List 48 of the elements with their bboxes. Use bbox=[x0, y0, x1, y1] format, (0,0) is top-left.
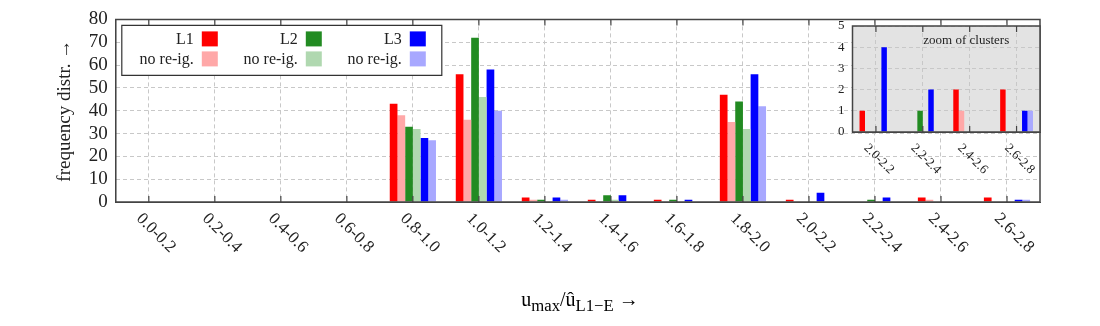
y-axis-title: frequency distr. → bbox=[53, 39, 75, 182]
bar bbox=[463, 119, 472, 202]
bar bbox=[758, 106, 767, 202]
y-tick-label: 3 bbox=[838, 59, 845, 75]
y-tick-label: 60 bbox=[88, 53, 108, 75]
bar bbox=[735, 101, 743, 202]
y-tick-label: 0 bbox=[838, 123, 845, 139]
y-tick-label: 4 bbox=[838, 38, 845, 54]
text: zoom of clusters bbox=[923, 31, 1010, 47]
legend-label: no re-ig. bbox=[347, 49, 402, 68]
y-tick-label: 70 bbox=[88, 30, 108, 52]
y-tick-label: 30 bbox=[88, 121, 108, 143]
bar bbox=[428, 140, 436, 202]
y-tick-label: 0 bbox=[98, 189, 108, 211]
y-tick-label: 40 bbox=[88, 98, 108, 120]
bar bbox=[486, 69, 495, 202]
bar bbox=[478, 97, 487, 202]
bar bbox=[727, 122, 736, 202]
bar bbox=[953, 89, 959, 132]
legend-label: L1 bbox=[176, 29, 194, 47]
bar bbox=[719, 94, 728, 202]
bar bbox=[928, 89, 934, 132]
legend-label: no re-ig. bbox=[243, 49, 298, 68]
x-axis-title: u$_{max}$/û$_{L1−E}$ → bbox=[521, 288, 639, 316]
y-tick-label: 20 bbox=[88, 144, 108, 166]
bar bbox=[412, 128, 421, 202]
legend-label: L3 bbox=[384, 29, 402, 47]
y-tick-label: 10 bbox=[88, 167, 108, 189]
bar bbox=[881, 47, 887, 132]
bar bbox=[455, 74, 464, 202]
bar bbox=[917, 110, 923, 132]
y-tick-label: 50 bbox=[88, 75, 108, 97]
bar bbox=[389, 103, 398, 202]
legend-label: L2 bbox=[280, 29, 298, 47]
bar bbox=[1000, 89, 1006, 132]
bar bbox=[397, 115, 406, 202]
legend-label: no re-ig. bbox=[139, 49, 194, 68]
bar bbox=[420, 138, 429, 202]
y-tick-label: 80 bbox=[88, 7, 108, 29]
bar bbox=[1022, 110, 1028, 132]
bar bbox=[405, 126, 413, 202]
y-tick-label: 1 bbox=[838, 102, 845, 118]
bar bbox=[742, 128, 751, 202]
bar bbox=[494, 110, 502, 202]
y-tick-label: 5 bbox=[838, 17, 845, 33]
bar bbox=[750, 74, 759, 202]
bar bbox=[471, 37, 479, 202]
y-tick-label: 2 bbox=[838, 81, 845, 97]
